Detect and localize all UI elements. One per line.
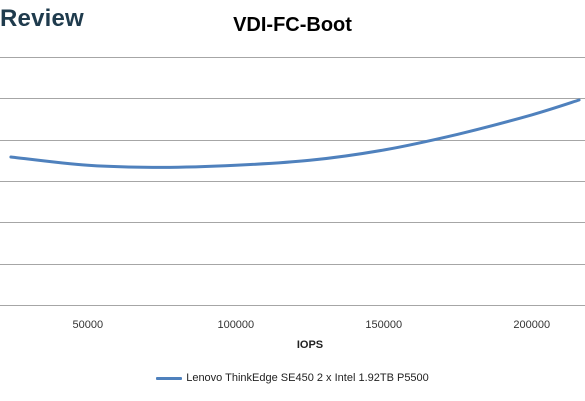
x-axis-label: IOPS bbox=[297, 339, 323, 351]
x-tick-labels: 50000 100000 150000 200000 bbox=[73, 319, 551, 331]
series-lines bbox=[9, 98, 581, 169]
gridlines bbox=[0, 57, 585, 306]
x-tick-label: 100000 bbox=[217, 319, 254, 331]
x-tick-label: 150000 bbox=[365, 319, 402, 331]
legend-swatch bbox=[156, 376, 183, 380]
x-tick-label: 200000 bbox=[513, 319, 550, 331]
legend-label: Lenovo ThinkEdge SE450 2 x Intel 1.92TB … bbox=[186, 372, 429, 384]
brand-logo-text: Review bbox=[0, 5, 84, 32]
chart-title: VDI-FC-Boot bbox=[233, 14, 352, 36]
series-line bbox=[9, 98, 581, 169]
x-tick-label: 50000 bbox=[73, 319, 104, 331]
legend: Lenovo ThinkEdge SE450 2 x Intel 1.92TB … bbox=[0, 372, 585, 384]
